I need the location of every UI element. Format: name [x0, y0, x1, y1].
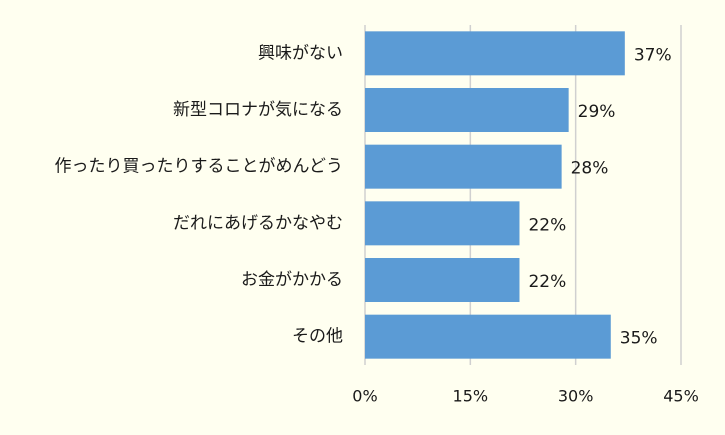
category-label-5: その他 [292, 327, 343, 347]
x-axis-tick-labels: 0% 15% 30% 45% [352, 387, 698, 406]
category-label-1: 新型コロナが気になる [173, 100, 343, 120]
category-label-2: 作ったり買ったりすることがめんどう [55, 157, 344, 177]
category-labels: 興味がない新型コロナが気になる作ったり買ったりすることがめんどうだれにあげるかな… [55, 43, 344, 346]
value-label-3: 22% [528, 215, 566, 235]
x-tick-label-0: 0% [352, 387, 377, 406]
category-label-3: だれにあげるかなやむ [173, 213, 343, 233]
bar-3 [365, 201, 520, 246]
bar-2 [365, 144, 562, 189]
bar-4 [365, 258, 520, 302]
bar-1 [365, 88, 569, 132]
bars [365, 31, 625, 359]
bar-5 [365, 314, 611, 359]
x-tick-label-3: 45% [663, 387, 699, 406]
category-label-0: 興味がない [258, 43, 343, 63]
category-label-4: お金がかかる [241, 270, 343, 290]
x-tick-label-2: 30% [558, 387, 594, 406]
bar-0 [365, 31, 625, 76]
value-label-1: 29% [578, 102, 616, 122]
value-label-5: 35% [620, 329, 658, 349]
grid-lines [364, 25, 682, 365]
value-label-2: 28% [571, 159, 609, 179]
x-tick-label-1: 15% [453, 387, 489, 406]
value-labels: 37% 29% 28% 22% 22% 35% [528, 45, 671, 348]
value-label-0: 37% [634, 45, 672, 65]
value-label-4: 22% [528, 272, 566, 292]
